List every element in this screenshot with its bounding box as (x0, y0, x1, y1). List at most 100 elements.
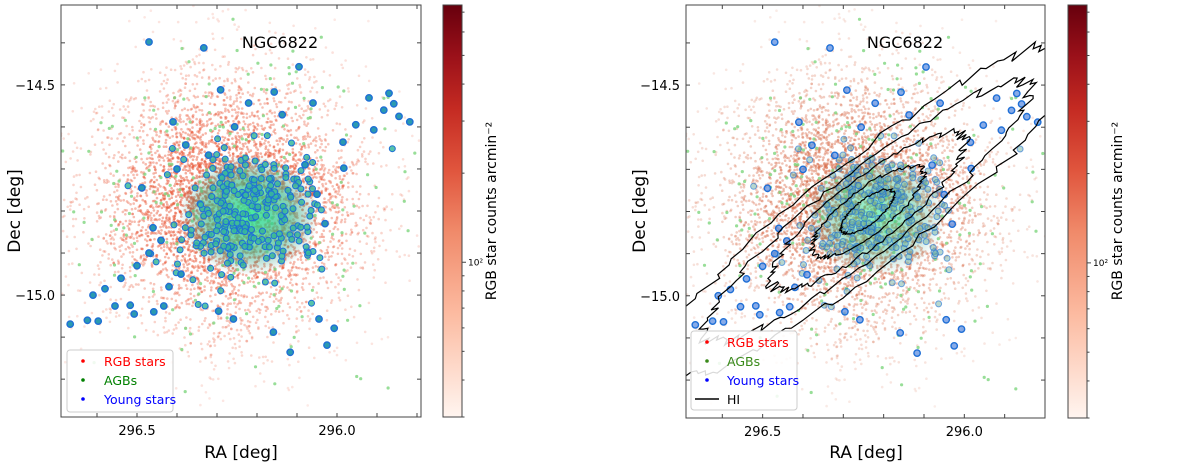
rgb-star-point (111, 204, 114, 207)
rgb-star-point (292, 266, 295, 269)
rgb-star-point (57, 232, 60, 235)
rgb-star-point (339, 279, 342, 282)
rgb-star-point (255, 310, 258, 313)
rgb-star-point (165, 232, 168, 235)
rgb-star-point (139, 148, 142, 151)
rgb-star-point (341, 242, 344, 245)
rgb-star-point (294, 296, 297, 299)
rgb-star-point (216, 270, 219, 273)
rgb-star-point (130, 235, 133, 238)
rgb-star-point (97, 128, 100, 131)
rgb-star-point (198, 130, 201, 133)
rgb-star-point (272, 341, 275, 344)
rgb-star-point (109, 298, 112, 301)
rgb-star-point (264, 356, 267, 359)
rgb-star-point (275, 119, 278, 122)
rgb-star-point (273, 111, 276, 114)
rgb-star-point (174, 214, 177, 217)
rgb-star-point (170, 203, 173, 206)
rgb-star-point (175, 327, 178, 330)
rgb-star-point (184, 253, 187, 256)
rgb-star-point (251, 112, 254, 115)
rgb-star-point (297, 159, 300, 162)
rgb-star-point (350, 169, 353, 172)
rgb-star-point (237, 89, 240, 92)
rgb-star-point (169, 136, 172, 139)
rgb-star-point (373, 247, 376, 250)
rgb-star-point (291, 284, 294, 287)
rgb-star-point (309, 90, 312, 93)
rgb-star-point (282, 310, 285, 313)
rgb-star-point (324, 150, 327, 153)
rgb-star-point (378, 197, 381, 200)
rgb-star-point (140, 153, 143, 156)
rgb-star-point (180, 128, 183, 131)
rgb-star-point (172, 100, 175, 103)
rgb-star-point (93, 273, 96, 276)
rgb-star-point (229, 296, 232, 299)
rgb-star-point (249, 302, 252, 305)
rgb-star-point (159, 185, 162, 188)
rgb-star-point (337, 228, 340, 231)
rgb-star-point (257, 124, 260, 127)
rgb-star-point (306, 132, 309, 135)
rgb-star-point (170, 187, 173, 190)
rgb-star-point (135, 283, 138, 286)
rgb-star-point (340, 221, 343, 224)
rgb-star-point (208, 376, 211, 379)
rgb-star-point (343, 257, 346, 260)
rgb-star-point (333, 350, 336, 353)
rgb-star-point (296, 290, 299, 293)
rgb-star-point (287, 358, 290, 361)
rgb-star-point (205, 142, 208, 145)
rgb-star-point (110, 200, 113, 203)
rgb-star-point (191, 131, 194, 134)
rgb-star-point (270, 286, 273, 289)
rgb-star-point (350, 306, 353, 309)
rgb-star-point (166, 101, 169, 104)
rgb-star-point (391, 208, 394, 211)
rgb-star-point (119, 221, 122, 224)
rgb-star-point (199, 261, 202, 264)
rgb-star-point (203, 320, 206, 323)
rgb-star-point (343, 174, 346, 177)
rgb-star-point (233, 337, 236, 340)
rgb-star-point (304, 135, 307, 138)
rgb-star-point (328, 255, 331, 258)
rgb-star-point (244, 123, 247, 126)
rgb-star-point (109, 99, 112, 102)
rgb-star-point (185, 74, 188, 77)
rgb-star-point (197, 329, 200, 332)
rgb-star-point (265, 291, 268, 294)
rgb-star-point (252, 103, 255, 106)
rgb-star-point (104, 250, 107, 253)
rgb-star-point (99, 261, 102, 264)
rgb-star-point (222, 10, 225, 13)
rgb-star-point (377, 258, 380, 261)
rgb-star-point (199, 123, 202, 126)
rgb-star-point (307, 144, 310, 147)
rgb-star-point (341, 196, 344, 199)
rgb-star-point (348, 253, 351, 256)
rgb-star-point (240, 351, 243, 354)
rgb-star-point (244, 142, 247, 145)
rgb-star-point (351, 198, 354, 201)
rgb-star-point (306, 272, 309, 275)
rgb-star-point (303, 110, 306, 113)
rgb-star-point (331, 185, 334, 188)
rgb-star-point (232, 292, 235, 295)
rgb-star-point (305, 277, 308, 280)
rgb-star-point (254, 87, 257, 90)
rgb-star-point (114, 70, 117, 73)
rgb-star-point (199, 163, 202, 166)
rgb-star-point (145, 189, 148, 192)
rgb-star-point (156, 300, 159, 303)
rgb-star-point (171, 135, 174, 138)
rgb-star-point (89, 153, 92, 156)
rgb-star-point (304, 268, 307, 271)
rgb-star-point (106, 242, 109, 245)
rgb-star-point (290, 134, 293, 137)
rgb-star-point (301, 146, 304, 149)
rgb-star-point (333, 206, 336, 209)
rgb-star-point (144, 80, 147, 83)
